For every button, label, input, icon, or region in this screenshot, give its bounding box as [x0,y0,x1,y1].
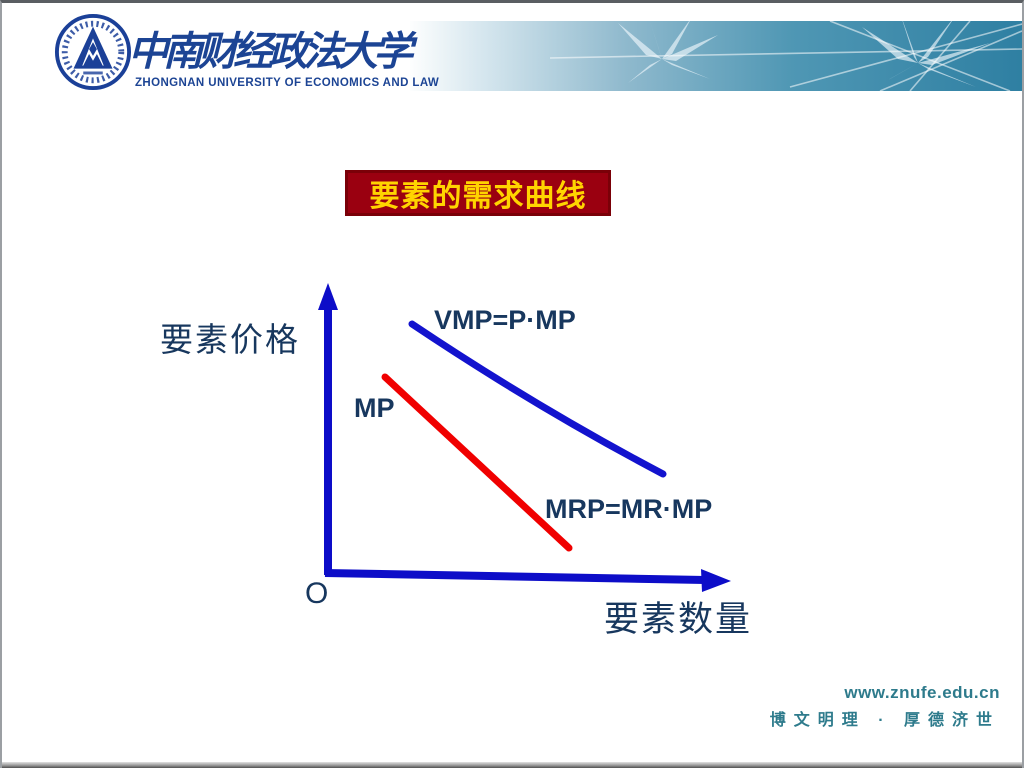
university-name-chinese: 中南财经政法大学 [128,29,413,74]
university-logo [54,13,132,91]
website-url: www.znufe.edu.cn [844,683,1000,702]
mp-curve-label: MP [354,393,395,423]
footer: www.znufe.edu.cn 博文明理 · 厚德济世 [770,683,1000,730]
mrp-curve-label: MRP=MR·MP [545,494,713,524]
x-axis-arrowhead-icon [701,569,731,592]
y-axis-label: 要素价格 [160,323,300,359]
header: 中南财经政法大学 ZHONGNAN UNIVERSITY OF ECONOMIC… [2,3,1022,113]
origin-label: O [305,577,329,610]
slide-bottom-edge [2,762,1022,768]
bamboo-decoration-graphic [549,21,1022,91]
vmp-curve [408,320,667,478]
slide-title-box: 要素的需求曲线 [345,170,611,216]
diagram-canvas [318,283,731,592]
y-axis-arrowhead-icon [318,283,338,310]
university-name-english: ZHONGNAN UNIVERSITY OF ECONOMICS AND LAW [135,77,440,89]
x-axis-line [324,569,706,584]
header-decorative-band [410,21,1022,91]
slide-title-text: 要素的需求曲线 [369,180,587,213]
vmp-curve-label: VMP=P·MP [434,305,576,335]
school-motto: 博文明理 · 厚德济世 [769,712,1000,729]
x-axis-label: 要素数量 [604,600,753,639]
mrp-curve [381,373,573,552]
